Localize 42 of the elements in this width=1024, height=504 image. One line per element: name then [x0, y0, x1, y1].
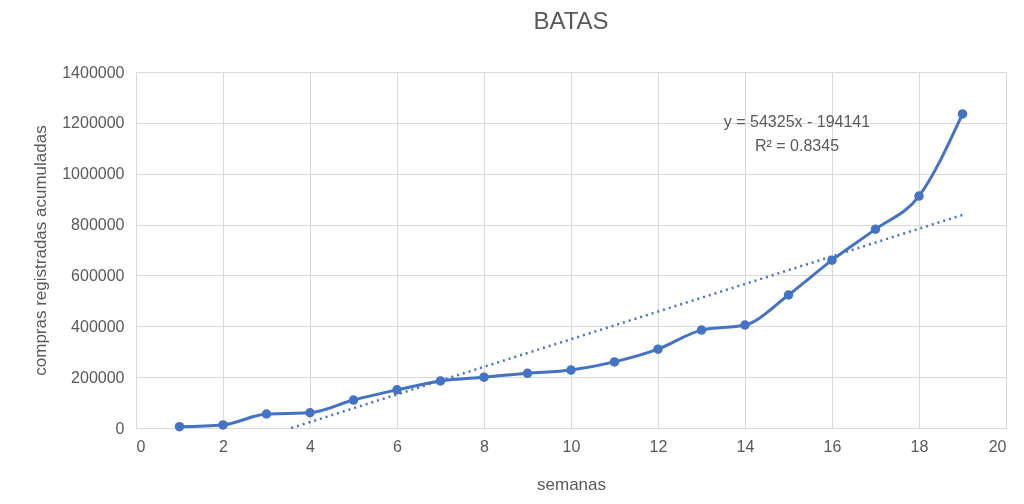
y-tick-label: 600000: [71, 266, 125, 284]
point: [740, 320, 750, 330]
x-tick-label: 20: [988, 437, 1007, 455]
point: [261, 409, 272, 419]
x-axis-title: semanas: [537, 474, 606, 494]
y-tick-label: 400000: [71, 317, 125, 335]
annotation: R² = 0.8345: [754, 137, 840, 154]
point: [783, 290, 794, 300]
point: [696, 325, 707, 335]
x-tick-label: 4: [306, 437, 316, 455]
point: [827, 255, 837, 265]
point: [914, 191, 924, 201]
x-tick-label: 14: [736, 437, 755, 455]
annotation: y = 54325x - 194141: [723, 113, 871, 130]
y-axis-title: compras registradas acumuladas: [31, 125, 51, 376]
point: [218, 420, 228, 430]
y-tick-label: 200000: [71, 368, 125, 386]
x-tick-label: 8: [480, 437, 490, 455]
point: [348, 395, 359, 405]
point: [522, 368, 533, 379]
point: [870, 224, 881, 234]
y-tick-label: 1200000: [62, 114, 125, 132]
y-tick-label: 0: [115, 419, 125, 437]
y-tick-label: 800000: [71, 216, 125, 234]
x-tick-label: 2: [219, 437, 229, 455]
point: [653, 344, 663, 354]
y-tick-label: 1000000: [62, 165, 125, 183]
y-tick-label: 1400000: [62, 63, 125, 81]
point: [479, 372, 489, 382]
point: [174, 421, 185, 432]
x-tick-label: 0: [136, 437, 146, 455]
x-tick-label: 18: [910, 437, 929, 455]
point: [305, 408, 315, 418]
point: [566, 365, 576, 375]
x-tick-label: 12: [649, 437, 668, 455]
chart-title: BATAS: [533, 7, 609, 34]
x-tick-label: 6: [393, 437, 403, 455]
x-tick-label: 16: [823, 437, 842, 455]
point: [392, 385, 402, 395]
point: [609, 357, 620, 367]
point: [957, 109, 968, 119]
x-tick-label: 10: [562, 437, 581, 455]
